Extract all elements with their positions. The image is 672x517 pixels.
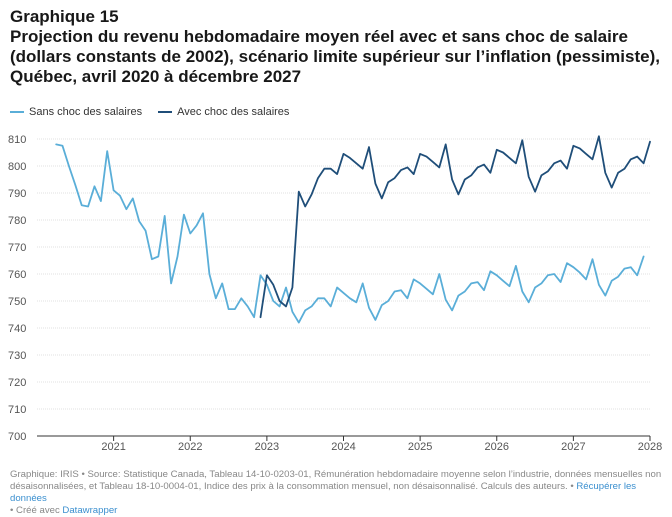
legend-item-sans-choc: Sans choc des salaires xyxy=(10,106,142,118)
chart-footer: Graphique: IRIS • Source: Statistique Ca… xyxy=(10,469,666,517)
x-tick-label-2022: 2022 xyxy=(178,441,202,453)
y-tick-label-800: 800 xyxy=(8,161,26,173)
x-tick-label-2027: 2027 xyxy=(561,441,585,453)
series-line-sans-choc xyxy=(55,143,645,324)
legend-item-avec-choc: Avec choc des salaires xyxy=(158,106,289,118)
line-chart: 700 710 720 730 740 750 760 770 780 790 800 810 2021… xyxy=(8,134,662,453)
x-tick-label-2021: 2021 xyxy=(101,441,125,453)
download-data-link[interactable]: Récupérer les données xyxy=(10,481,637,504)
legend-label-sans-choc: Sans choc des salaires xyxy=(29,106,143,118)
y-tick-label-710: 710 xyxy=(8,404,26,416)
series-line-avec-choc xyxy=(259,135,651,319)
y-tick-label-740: 740 xyxy=(8,323,26,335)
y-tick-label-730: 730 xyxy=(8,350,26,362)
y-tick-label-810: 810 xyxy=(8,134,26,146)
y-tick-label-760: 760 xyxy=(8,269,26,281)
legend-swatch-sans-choc xyxy=(10,111,24,113)
x-tick-label-2023: 2023 xyxy=(255,441,279,453)
x-tick-label-2028: 2028 xyxy=(638,441,662,453)
chart-title: Projection du revenu hebdomadaire moyen … xyxy=(10,27,660,86)
chart-legend: Sans choc des salaires Avec choc des sal… xyxy=(10,106,289,118)
legend-swatch-avec-choc xyxy=(158,111,173,113)
y-tick-label-720: 720 xyxy=(8,377,26,389)
x-tick-label-2024: 2024 xyxy=(331,441,355,453)
y-tick-label-780: 780 xyxy=(8,215,26,227)
chart-kicker: Graphique 15 xyxy=(10,7,119,26)
y-tick-label-750: 750 xyxy=(8,296,26,308)
y-tick-label-700: 700 xyxy=(8,431,26,443)
x-tick-label-2025: 2025 xyxy=(408,441,432,453)
source-note: Graphique: IRIS • Source: Statistique Ca… xyxy=(10,469,662,492)
y-tick-label-770: 770 xyxy=(8,242,26,254)
chart-header: Graphique 15 Projection du revenu hebdom… xyxy=(10,7,666,87)
y-tick-label-790: 790 xyxy=(8,188,26,200)
x-tick-label-2026: 2026 xyxy=(485,441,509,453)
legend-label-avec-choc: Avec choc des salaires xyxy=(177,106,290,118)
